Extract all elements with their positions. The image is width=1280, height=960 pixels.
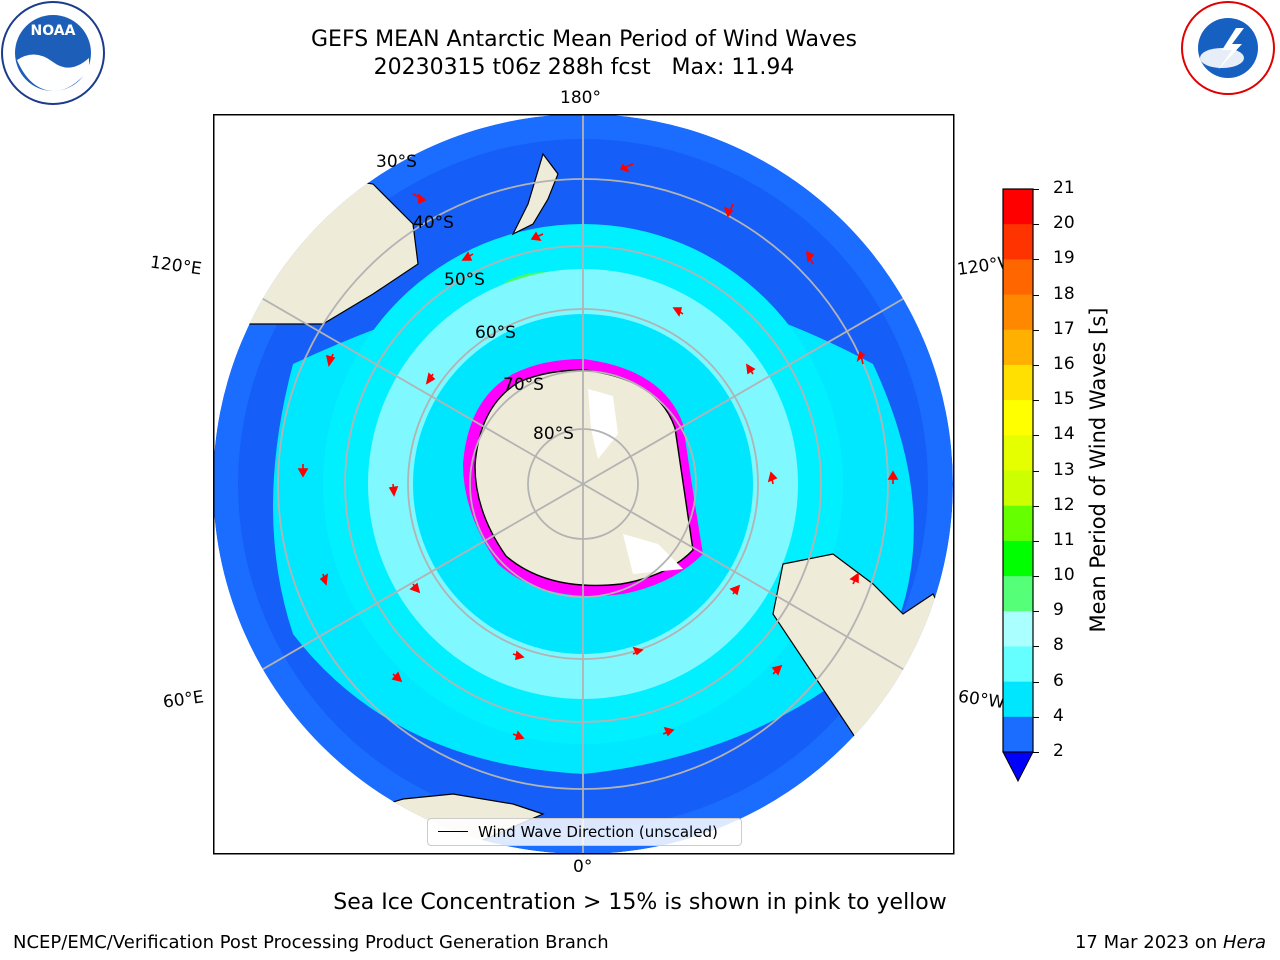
nws-logo [1181, 1, 1275, 95]
lon-label-120e: 120°E [148, 252, 203, 280]
colorbar-block [1003, 189, 1033, 225]
colorbar-tick-label: 11 [1053, 529, 1075, 550]
footer-date-text: 17 Mar 2023 on [1074, 932, 1223, 953]
legend-label: Wind Wave Direction (unscaled) [478, 823, 718, 841]
colorbar-block [1003, 646, 1033, 683]
lon-label-60w: 60°W [956, 686, 1007, 714]
colorbar-tick-mark [1033, 470, 1039, 472]
colorbar-tick-mark [1033, 400, 1039, 402]
lat-label-50s: 50°S [444, 270, 485, 290]
chart-subtitle: 20230315 t06z 288h fcst Max: 11.94 [373, 55, 795, 80]
footer-machine: Hera [1222, 932, 1266, 953]
colorbar-block [1003, 611, 1033, 647]
colorbar-tick-mark [1033, 435, 1039, 437]
colorbar-block [1003, 716, 1033, 753]
map-legend: Wind Wave Direction (unscaled) [427, 818, 742, 846]
colorbar-tick-mark [1033, 540, 1039, 542]
graticule [213, 114, 953, 853]
colorbar-block [1003, 259, 1033, 296]
footer-date: 17 Mar 2023 on Hera [1075, 932, 1266, 953]
legend-line-swatch [438, 831, 468, 832]
ross-ice-shelf [588, 389, 618, 459]
colorbar-tick-mark [1033, 505, 1039, 507]
colorbar-label: Mean Period of Wind Waves [s] [1086, 307, 1110, 633]
lat-label-80s: 80°S [533, 424, 574, 444]
colorbar-block [1003, 400, 1033, 436]
lon-label-60e: 60°E [161, 687, 206, 713]
colorbar-block [1003, 540, 1033, 577]
colorbar-block [1003, 470, 1033, 507]
colorbar-tick-label: 8 [1053, 635, 1064, 656]
noaa-logo: NOAA [1, 1, 105, 105]
colorbar-block [1003, 329, 1033, 366]
colorbar-tick-mark [1033, 646, 1039, 648]
colorbar-tick-mark [1033, 364, 1039, 366]
footer-branch: NCEP/EMC/Verification Post Processing Pr… [13, 932, 609, 953]
lat-label-60s: 60°S [475, 323, 516, 343]
colorbar-tick-label: 6 [1053, 670, 1064, 691]
colorbar-block [1003, 294, 1033, 331]
colorbar-block [1003, 681, 1033, 718]
colorbar-tick-label: 14 [1053, 424, 1075, 445]
wind-wave-arrows [297, 163, 899, 740]
colorbar-tick-mark [1033, 611, 1039, 613]
colorbar-tick-label: 19 [1053, 248, 1075, 269]
colorbar-tick-mark [1033, 294, 1039, 296]
colorbar-tick-mark [1033, 224, 1039, 226]
colorbar-block [1003, 505, 1033, 542]
colorbar-tick-label: 9 [1053, 600, 1064, 621]
polar-map [213, 114, 955, 855]
colorbar-tick-label: 16 [1053, 353, 1075, 374]
new-zealand-land [511, 152, 559, 236]
colorbar-block [1003, 224, 1033, 260]
chart-title: GEFS MEAN Antarctic Mean Period of Wind … [311, 27, 857, 52]
colorbar-tick-label: 18 [1053, 283, 1075, 304]
colorbar-tick-mark [1033, 189, 1039, 190]
svg-text:NOAA: NOAA [31, 23, 76, 39]
colorbar-tick-label: 15 [1053, 389, 1075, 410]
colorbar-block [1003, 364, 1033, 401]
antarctica-land [474, 369, 694, 587]
colorbar [1002, 188, 1034, 783]
colorbar-block [1003, 435, 1033, 471]
colorbar-tick-mark [1033, 259, 1039, 261]
colorbar-tick-label: 21 [1053, 178, 1075, 198]
colorbar-tick-mark [1033, 716, 1039, 718]
colorbar-tick-label: 4 [1053, 705, 1064, 726]
colorbar-tick-mark [1033, 752, 1039, 753]
colorbar-tick-mark [1033, 681, 1039, 683]
lon-label-0: 0° [573, 857, 593, 877]
weddell-ice-shelf [623, 534, 683, 574]
colorbar-tick-label: 10 [1053, 565, 1075, 586]
colorbar-tick-label: 12 [1053, 494, 1075, 515]
lat-label-40s: 40°S [413, 213, 454, 233]
colorbar-tick-label: 17 [1053, 318, 1075, 339]
colorbar-block [1003, 576, 1033, 612]
colorbar-tick-label: 20 [1053, 213, 1075, 234]
lat-label-30s: 30°S [376, 152, 417, 172]
lat-label-70s: 70°S [503, 375, 544, 395]
colorbar-tick-mark [1033, 576, 1039, 578]
colorbar-tick-label: 13 [1053, 459, 1075, 480]
lon-label-180: 180° [560, 88, 601, 108]
sea-ice-note: Sea Ice Concentration > 15% is shown in … [333, 890, 947, 915]
map-frame [213, 114, 955, 855]
colorbar-tick-mark [1033, 329, 1039, 331]
colorbar-tick-label: 2 [1053, 741, 1064, 761]
